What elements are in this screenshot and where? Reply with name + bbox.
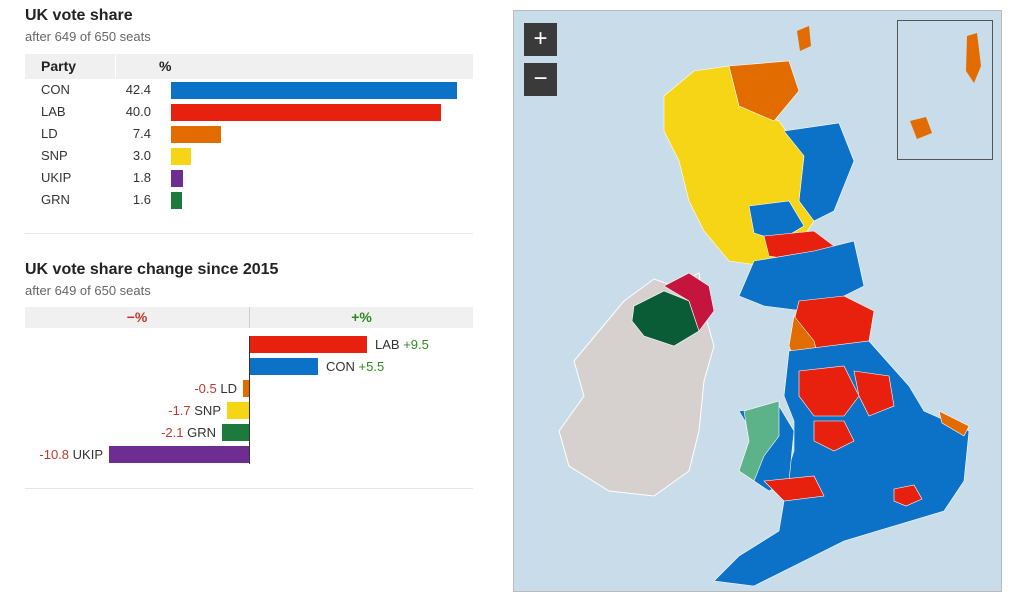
positive-header: +% [351, 309, 372, 325]
inset-shetland [966, 33, 981, 83]
northern-isles-inset [897, 20, 993, 160]
vote-share-bar [171, 104, 441, 121]
vote-change-bar [250, 336, 367, 353]
midlands-labour [813, 420, 855, 452]
vote-share-value: 3.0 [132, 148, 151, 163]
zoom-in-button[interactable]: + [524, 23, 557, 56]
vote-share-subtitle: after 649 of 650 seats [25, 29, 151, 44]
vote-share-bar [171, 148, 191, 165]
vote-change-title: UK vote share change since 2015 [25, 261, 279, 278]
vote-change-party: CON [326, 359, 355, 374]
vote-change-value: -2.1 [161, 425, 184, 440]
scotland-caithness [728, 60, 800, 122]
vote-share-row: CON 42.4 [25, 79, 473, 101]
vote-share-bar [171, 82, 457, 99]
vote-change-party: LD [220, 381, 237, 396]
vote-share-value: 1.6 [132, 192, 151, 207]
england-main [713, 340, 970, 587]
vote-change-bar [250, 358, 318, 375]
vote-change-header: −% +% [25, 307, 473, 328]
vote-change-label: -2.1 GRN [161, 425, 216, 440]
vote-share-table-header: Party % [25, 54, 473, 79]
party-name: UKIP [41, 170, 72, 185]
norfolk-ld [938, 410, 970, 437]
vote-change-party: SNP [194, 403, 221, 418]
vote-change-bar [227, 402, 249, 419]
party-name: LD [41, 126, 58, 141]
yorkshire-labour [853, 370, 895, 417]
section-divider [25, 488, 473, 489]
vote-share-rows: CON 42.4 LAB 40.0 LD 7.4 SNP 3.0 UKIP 1.8 GRN 1.6 [25, 79, 473, 211]
vote-share-panel: UK vote share after 649 of 650 seats Par… [25, 7, 473, 211]
party-column-header: Party [41, 58, 77, 74]
vote-change-party: GRN [187, 425, 216, 440]
vote-change-label: -10.8 UKIP [39, 447, 103, 462]
percent-column-header: % [159, 58, 172, 74]
constituency-map[interactable]: + − [513, 10, 1002, 592]
party-name: SNP [41, 148, 68, 163]
vote-change-label: -1.7 SNP [168, 403, 221, 418]
vote-share-row: SNP 3.0 [25, 145, 473, 167]
negative-header: −% [126, 309, 148, 325]
vote-change-value: +5.5 [358, 359, 385, 374]
orkney [797, 26, 811, 51]
vote-change-panel: UK vote share change since 2015 after 64… [25, 261, 473, 466]
vote-change-value: -10.8 [39, 447, 70, 462]
vote-share-bar [171, 170, 183, 187]
uk-map-svg[interactable] [514, 11, 1001, 591]
vote-change-party: LAB [375, 337, 400, 352]
wales-south-labour [763, 475, 825, 502]
zero-axis [249, 336, 250, 464]
vote-change-bar [109, 446, 249, 463]
vote-change-subtitle: after 649 of 650 seats [25, 283, 151, 298]
zoom-out-button[interactable]: − [524, 63, 557, 96]
vote-change-party: UKIP [72, 447, 103, 462]
party-name: CON [41, 82, 70, 97]
wales-plaid [738, 400, 780, 482]
vote-share-bar [171, 126, 221, 143]
northern-ireland-green [631, 290, 700, 347]
inset-orkney [910, 117, 932, 139]
vote-share-value: 1.8 [132, 170, 151, 185]
vote-change-value: -0.5 [194, 381, 217, 396]
party-name: GRN [41, 192, 70, 207]
vote-change-label: LAB +9.5 [375, 337, 429, 352]
vote-change-bar [243, 380, 249, 397]
vote-change-label: CON +5.5 [326, 359, 384, 374]
vote-change-value: +9.5 [403, 337, 429, 352]
vote-change-value: -1.7 [168, 403, 191, 418]
vote-share-row: LD 7.4 [25, 123, 473, 145]
vote-share-row: LAB 40.0 [25, 101, 473, 123]
party-name: LAB [41, 104, 66, 119]
vote-share-row: GRN 1.6 [25, 189, 473, 211]
london-labour [893, 484, 923, 507]
vote-share-bar [171, 192, 182, 209]
vote-change-chart: LAB +9.5 CON +5.5 -0.5 LD -1.7 SNP -2.1 GRN -… [25, 336, 473, 466]
north-west-labour [798, 365, 860, 417]
section-divider [25, 233, 473, 234]
vote-share-value: 40.0 [125, 104, 151, 119]
vote-change-label: -0.5 LD [194, 381, 237, 396]
vote-share-value: 7.4 [132, 126, 151, 141]
vote-share-row: UKIP 1.8 [25, 167, 473, 189]
vote-share-value: 42.4 [125, 82, 151, 97]
vote-share-title: UK vote share [25, 7, 133, 24]
scotland-east [783, 122, 855, 222]
vote-change-bar [222, 424, 249, 441]
northern-ireland-red [663, 272, 715, 332]
